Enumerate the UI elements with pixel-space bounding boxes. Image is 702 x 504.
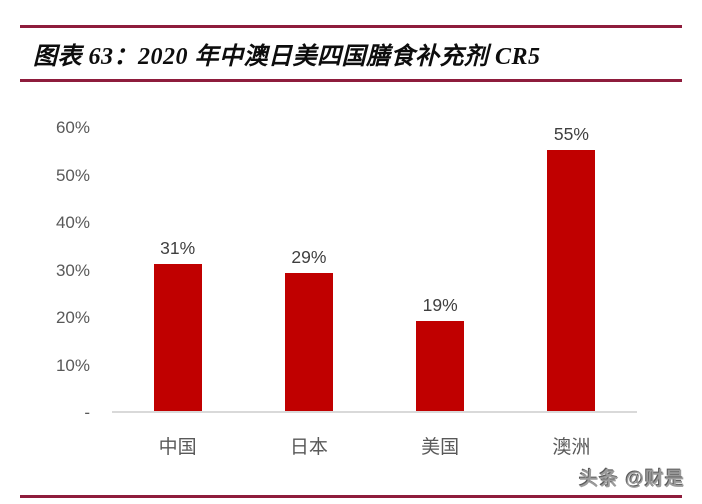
figure-title: 图表 63：2020 年中澳日美四国膳食补充剂 CR5 xyxy=(33,44,541,70)
y-axis-labels: 60% 50% 40% 30% 20% 10% - xyxy=(0,100,90,440)
footer-rule xyxy=(20,495,682,498)
x-category-label: 中国 xyxy=(158,437,197,458)
bar-value-label: 55% xyxy=(553,123,589,144)
title-rule-top xyxy=(20,25,682,28)
y-tick-label: 50% xyxy=(55,165,90,185)
watermark: 头条 @财是 xyxy=(579,469,685,490)
y-tick-label: 10% xyxy=(55,355,90,375)
y-tick-label: 40% xyxy=(55,213,90,232)
bar-chart: 60% 50% 40% 30% 20% 10% - 31% 29% 19% 55% 中国 日本 美国 澳… xyxy=(0,100,702,480)
title-rule-bottom xyxy=(20,79,682,82)
bar xyxy=(153,263,202,411)
y-tick-label: - xyxy=(84,403,90,422)
bar-value-label: 29% xyxy=(291,247,327,268)
y-tick-label: 30% xyxy=(55,260,90,280)
plot-area: 31% 29% 19% 55% xyxy=(112,100,637,413)
bar xyxy=(547,149,596,411)
bar xyxy=(416,320,465,411)
x-category-label: 日本 xyxy=(289,437,328,458)
bar xyxy=(284,273,333,411)
x-category-label: 美国 xyxy=(421,437,460,458)
bar-value-label: 31% xyxy=(160,237,196,258)
x-category-label: 澳洲 xyxy=(552,437,591,458)
y-tick-label: 20% xyxy=(55,308,90,327)
y-tick-label: 60% xyxy=(55,118,90,137)
bar-value-label: 19% xyxy=(422,294,458,315)
x-axis-labels: 中国 日本 美国 澳洲 xyxy=(112,434,637,462)
